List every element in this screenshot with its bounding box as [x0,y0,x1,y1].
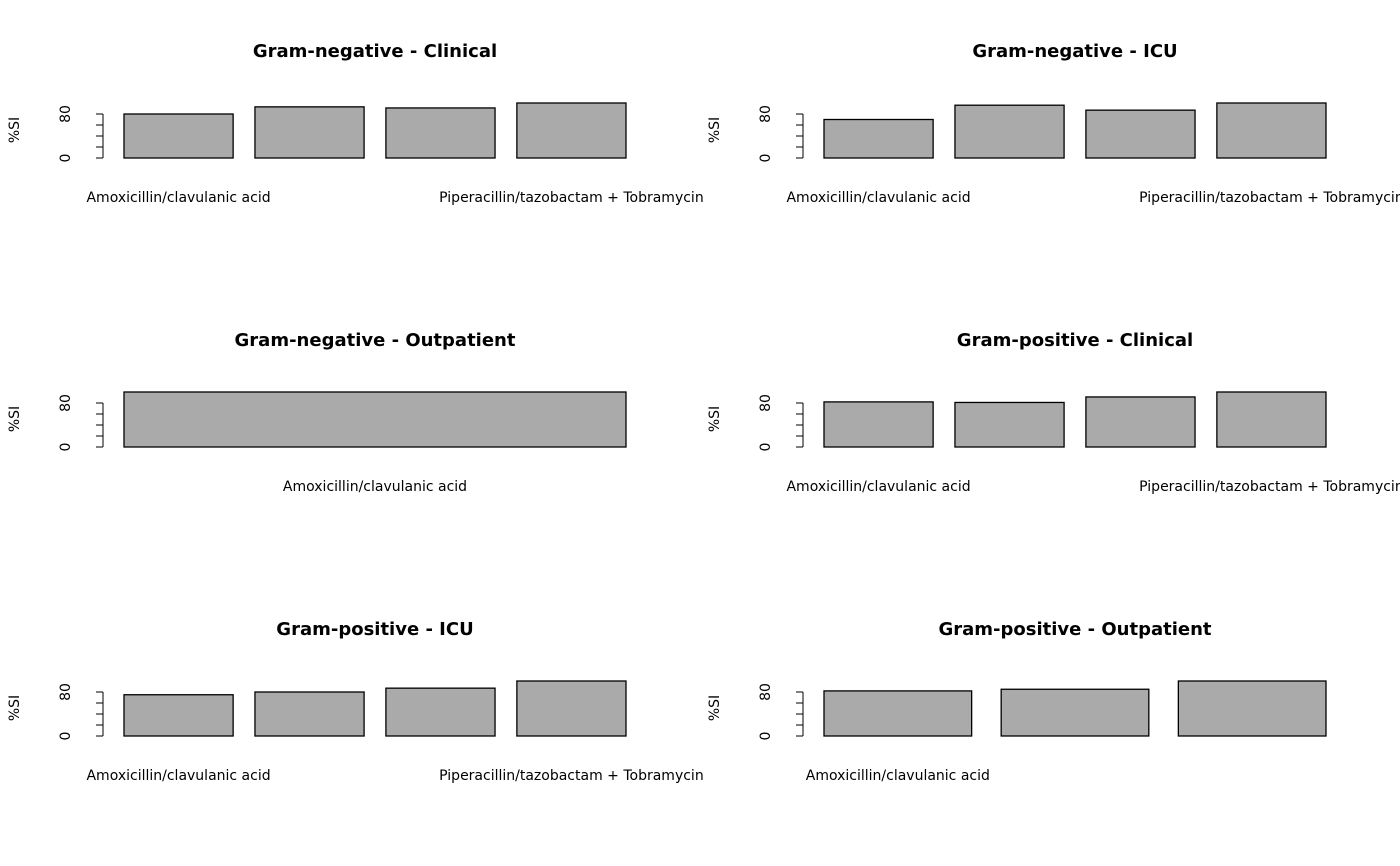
bar [516,102,627,159]
bar [1085,396,1196,448]
y-tick-label: 0 [58,732,74,741]
x-tick-label: Amoxicillin/clavulanic acid [786,479,970,495]
y-tick-label: 80 [58,105,74,123]
bar [123,391,627,448]
y-axis-label: %SI [707,695,723,721]
bar [1085,109,1196,159]
x-tick-label: Amoxicillin/clavulanic acid [806,768,990,784]
y-axis-label: %SI [707,406,723,432]
y-tick-label: 80 [58,394,74,412]
bar [123,694,234,737]
bar [516,680,627,737]
panel-title: Gram-positive - Outpatient [938,619,1211,640]
y-tick-label: 80 [58,683,74,701]
x-tick-label: Amoxicillin/clavulanic acid [86,768,270,784]
bar [1000,688,1150,737]
bar [254,106,365,159]
bar [123,113,234,159]
y-axis-label: %SI [7,695,23,721]
y-tick-label: 0 [58,154,74,163]
bar [823,690,973,737]
y-tick-label: 80 [758,105,774,123]
bar [1216,102,1327,159]
x-tick-label: Piperacillin/tazobactam + Tobramycin [439,768,704,784]
bar [823,118,934,159]
bar [1177,680,1327,737]
y-tick-label: 0 [758,732,774,741]
x-tick-label: Amoxicillin/clavulanic acid [283,479,467,495]
panel-title: Gram-negative - Clinical [253,41,497,62]
x-tick-label: Piperacillin/tazobactam + Tobramycin [439,190,704,206]
panel-title: Gram-positive - Clinical [957,330,1193,351]
x-tick-label: Piperacillin/tazobactam + Tobramycin [1139,190,1400,206]
panel-title: Gram-negative - Outpatient [235,330,516,351]
bar [385,687,496,737]
y-tick-label: 80 [758,394,774,412]
x-tick-label: Amoxicillin/clavulanic acid [86,190,270,206]
y-tick-label: 0 [758,443,774,452]
y-tick-label: 0 [58,443,74,452]
y-axis-label: %SI [707,117,723,143]
x-tick-label: Piperacillin/tazobactam + Tobramycin [1139,479,1400,495]
bar [954,401,1065,448]
panel-title: Gram-negative - ICU [972,41,1177,62]
bar [954,104,1065,159]
y-axis-label: %SI [7,117,23,143]
bar [385,107,496,159]
bar [254,691,365,737]
bar [1216,391,1327,448]
y-axis-label: %SI [7,406,23,432]
x-tick-label: Amoxicillin/clavulanic acid [786,190,970,206]
bar [823,401,934,448]
panel-title: Gram-positive - ICU [276,619,473,640]
y-tick-label: 0 [758,154,774,163]
y-tick-label: 80 [758,683,774,701]
